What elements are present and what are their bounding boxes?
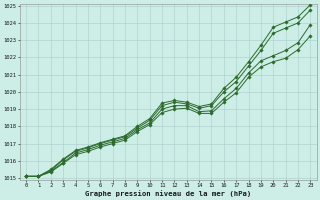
X-axis label: Graphe pression niveau de la mer (hPa): Graphe pression niveau de la mer (hPa) (85, 190, 252, 197)
